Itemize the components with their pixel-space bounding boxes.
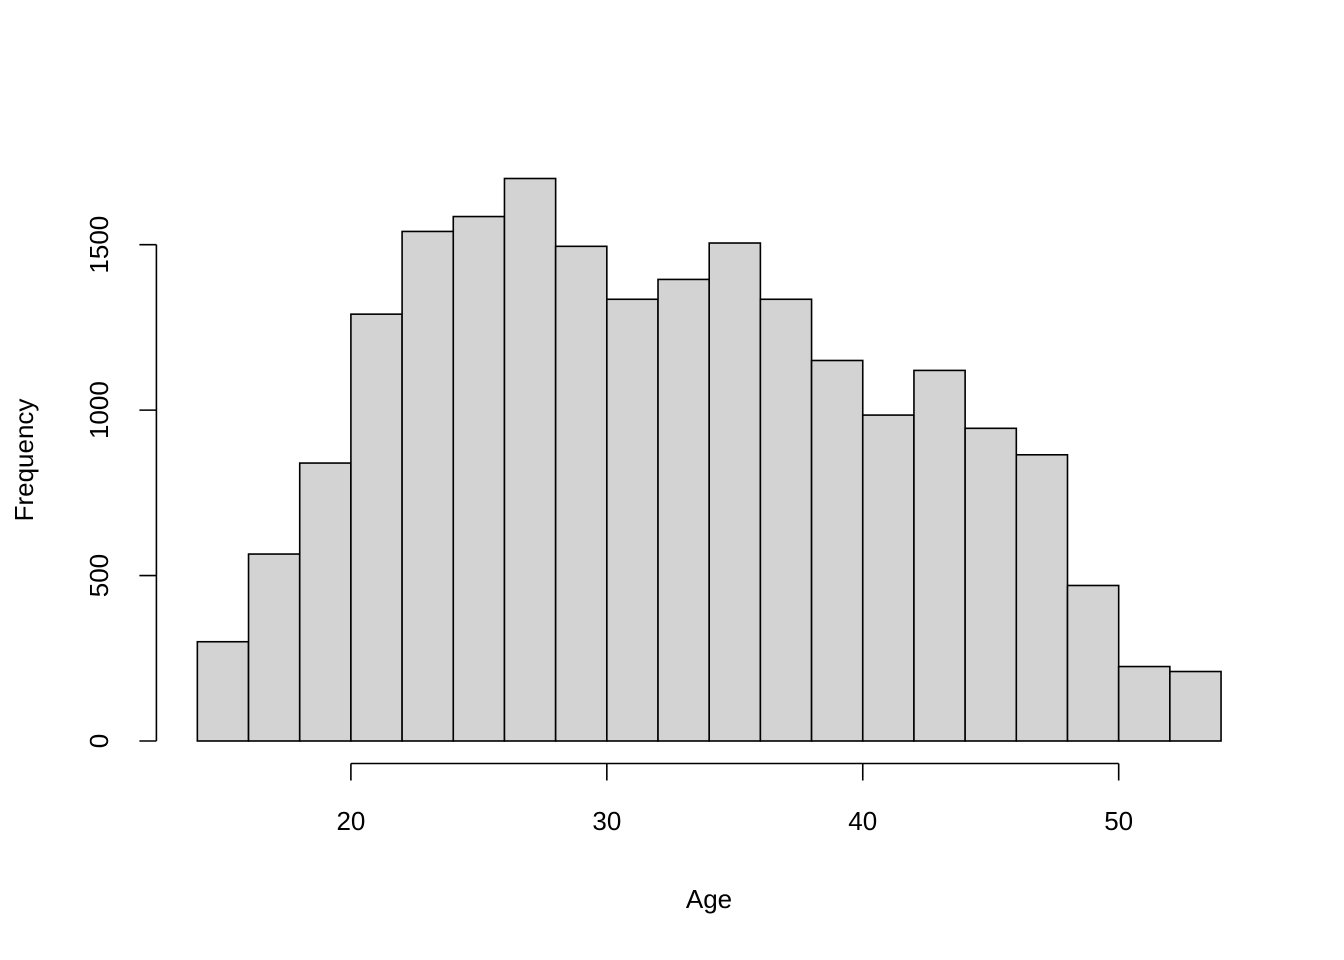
bar <box>401 230 455 742</box>
y-tick-label: 1500 <box>84 216 114 274</box>
bar <box>708 242 762 742</box>
x-tick-label: 20 <box>336 806 365 836</box>
bar <box>759 298 813 742</box>
y-axis-label: Frequency <box>9 399 39 522</box>
bar <box>247 553 301 742</box>
bar <box>452 215 506 742</box>
bar <box>196 640 250 742</box>
x-tick-label: 40 <box>848 806 877 836</box>
x-tick-label: 50 <box>1104 806 1133 836</box>
bar <box>657 278 711 742</box>
bar <box>554 245 608 742</box>
bar <box>1015 453 1069 742</box>
bar <box>1117 665 1171 742</box>
bar <box>606 298 659 742</box>
y-tick-label: 0 <box>84 734 114 748</box>
bar <box>964 427 1018 742</box>
bar <box>810 359 864 742</box>
y-tick-label: 1000 <box>84 381 114 439</box>
x-axis-label: Age <box>686 884 732 914</box>
bar <box>1169 670 1222 742</box>
y-tick-label: 500 <box>84 554 114 597</box>
bar <box>350 313 403 742</box>
bar <box>861 414 915 742</box>
bar <box>298 462 352 742</box>
bar <box>503 177 557 742</box>
bar <box>1066 584 1120 742</box>
x-tick-label: 30 <box>592 806 621 836</box>
bar <box>913 369 966 742</box>
